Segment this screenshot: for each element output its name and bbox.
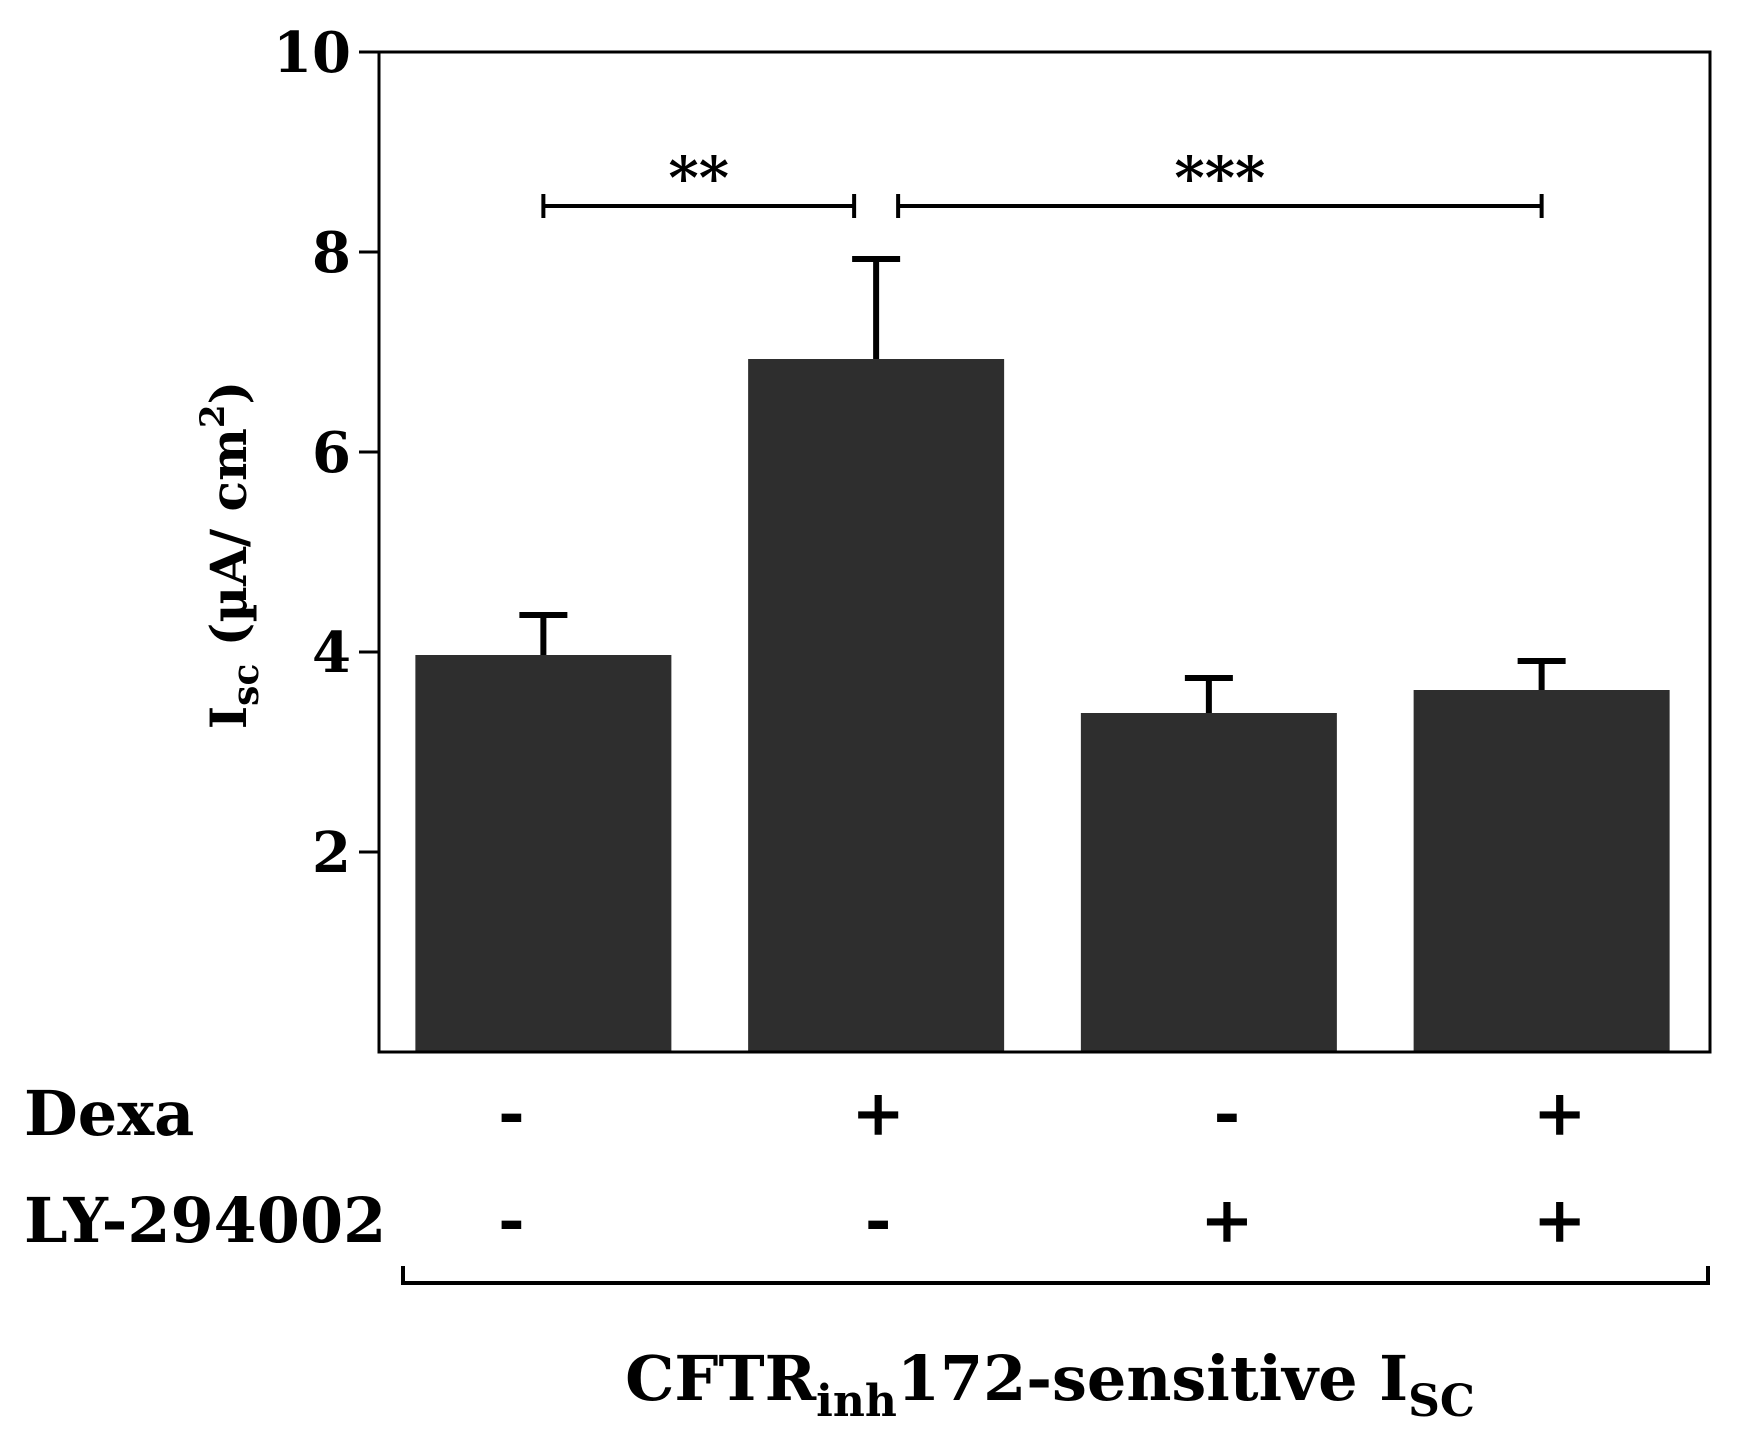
y-tick-label-10: 10 (273, 20, 351, 86)
bar-2 (748, 359, 1005, 1052)
x-axis-label-rest: 172-sensitive I (897, 1342, 1408, 1415)
bar-1 (415, 655, 672, 1052)
plot-frame (377, 50, 1712, 1054)
x-axis-label-sub2: SC (1408, 1376, 1475, 1427)
condition-label-1: Dexa (24, 1077, 194, 1150)
y-axis-label-main: I (199, 706, 258, 729)
y-tick-label-8: 8 (312, 220, 351, 286)
condition-value-1-1: - (498, 1076, 525, 1151)
condition-value-2-4: + (1533, 1183, 1587, 1258)
sig-label-2: *** (1174, 144, 1265, 212)
bars-group (415, 359, 1670, 1052)
condition-value-2-1: - (498, 1183, 525, 1258)
y-tick-label-2: 2 (312, 820, 351, 886)
condition-value-2-3: + (1200, 1183, 1254, 1258)
condition-value-1-2: + (851, 1076, 905, 1151)
group-bracket (401, 1266, 1710, 1285)
y-axis: 2 4 6 8 10 (273, 20, 379, 886)
bar-4 (1413, 690, 1670, 1052)
x-axis-label-sub: inh (816, 1376, 897, 1427)
significance-brackets: ** *** (541, 144, 1544, 218)
condition-label-2: LY-294002 (24, 1184, 386, 1257)
y-axis-label-unit: (µA/ cm (199, 428, 258, 663)
x-axis-label: CFTRinh172-sensitive ISC (625, 1342, 1475, 1427)
condition-value-2-2: - (865, 1183, 892, 1258)
bar-3 (1080, 713, 1337, 1052)
condition-value-1-3: - (1214, 1076, 1241, 1151)
condition-table: Dexa - + - + LY-294002 - - + + (24, 1076, 1586, 1258)
x-axis-label-main: CFTR (625, 1342, 817, 1415)
y-tick-label-4: 4 (312, 620, 351, 686)
y-tick-label-6: 6 (312, 420, 351, 486)
error-bars-group (519, 256, 1566, 713)
y-axis-label-sup: 2 (193, 404, 233, 428)
condition-value-1-4: + (1533, 1076, 1587, 1151)
y-axis-label: Isc (µA/ cm2) (193, 381, 267, 729)
sig-label-1: ** (668, 144, 729, 212)
y-axis-label-sub: sc (225, 664, 267, 706)
y-axis-label-close: ) (199, 381, 258, 405)
